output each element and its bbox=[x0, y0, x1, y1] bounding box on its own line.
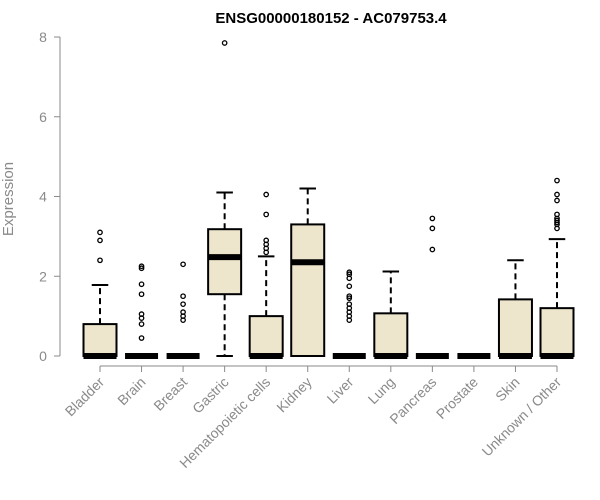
box-brain bbox=[125, 263, 159, 359]
y-axis: 0 2 4 6 8 bbox=[39, 29, 61, 364]
outlier-point bbox=[97, 257, 103, 264]
outlier-point bbox=[138, 335, 145, 341]
chart-title: ENSG00000180152 - AC079753.4 bbox=[215, 10, 447, 27]
outlier-point bbox=[221, 40, 228, 46]
x-tick-label: Brain bbox=[114, 374, 148, 408]
box-pancreas bbox=[415, 215, 449, 359]
outlier-point bbox=[180, 301, 186, 308]
outlier-point bbox=[138, 311, 145, 317]
outlier-point bbox=[554, 177, 560, 184]
outlier-point bbox=[346, 269, 353, 276]
outlier-point bbox=[554, 197, 560, 204]
box-skin bbox=[497, 259, 533, 359]
x-tick-label: Prostate bbox=[433, 374, 481, 422]
box-hematopoietic-cells bbox=[248, 191, 284, 359]
outlier-point bbox=[263, 191, 270, 198]
box-body bbox=[82, 323, 118, 358]
outlier-point bbox=[263, 211, 270, 218]
box-body bbox=[290, 223, 326, 357]
box-body bbox=[539, 307, 575, 357]
x-tick-label: Kidney bbox=[273, 374, 315, 416]
box-gastric bbox=[207, 40, 243, 357]
y-tick-label: 2 bbox=[39, 268, 47, 284]
box-body bbox=[248, 315, 284, 357]
x-tick-label: Lung bbox=[365, 374, 398, 407]
outlier-point bbox=[429, 215, 436, 222]
outlier-point bbox=[138, 321, 145, 327]
outlier-point bbox=[346, 295, 353, 302]
x-tick-label: Bladder bbox=[62, 374, 108, 420]
outlier-point bbox=[554, 191, 560, 198]
y-axis-label: Expression bbox=[0, 162, 17, 236]
y-tick-label: 8 bbox=[39, 29, 47, 45]
outlier-point bbox=[138, 263, 145, 270]
y-tick-label: 0 bbox=[39, 348, 47, 364]
outlier-point bbox=[180, 261, 186, 268]
x-tick-label: Skin bbox=[492, 374, 523, 405]
y-tick-label: 6 bbox=[39, 109, 47, 125]
outlier-point bbox=[346, 301, 353, 308]
outlier-point bbox=[97, 229, 103, 236]
box-breast bbox=[166, 261, 200, 359]
x-tick-label: Unknown / Other bbox=[479, 374, 565, 460]
y-tick-label: 4 bbox=[39, 189, 47, 205]
x-tick-label: Liver bbox=[324, 374, 357, 407]
outlier-point bbox=[138, 265, 145, 272]
outlier-point bbox=[346, 293, 353, 300]
boxes-layer bbox=[82, 40, 575, 359]
box-liver bbox=[332, 269, 366, 359]
outlier-point bbox=[429, 246, 436, 253]
outlier-point bbox=[346, 283, 353, 290]
outlier-point bbox=[554, 211, 560, 218]
x-tick-label: Breast bbox=[150, 374, 190, 414]
box-bladder bbox=[82, 229, 118, 359]
outlier-point bbox=[263, 237, 270, 244]
box-unknown-other bbox=[539, 177, 575, 359]
outlier-point bbox=[138, 291, 145, 298]
outlier-point bbox=[429, 225, 436, 232]
box-body bbox=[373, 312, 409, 357]
box-body bbox=[497, 298, 533, 358]
outlier-point bbox=[180, 309, 186, 315]
outlier-point bbox=[180, 293, 186, 300]
outlier-point bbox=[346, 271, 353, 278]
outlier-point bbox=[97, 237, 103, 244]
box-lung bbox=[373, 270, 409, 359]
outlier-point bbox=[138, 281, 145, 288]
outlier-point bbox=[554, 217, 560, 224]
box-kidney bbox=[290, 187, 326, 357]
box-body bbox=[207, 228, 243, 296]
